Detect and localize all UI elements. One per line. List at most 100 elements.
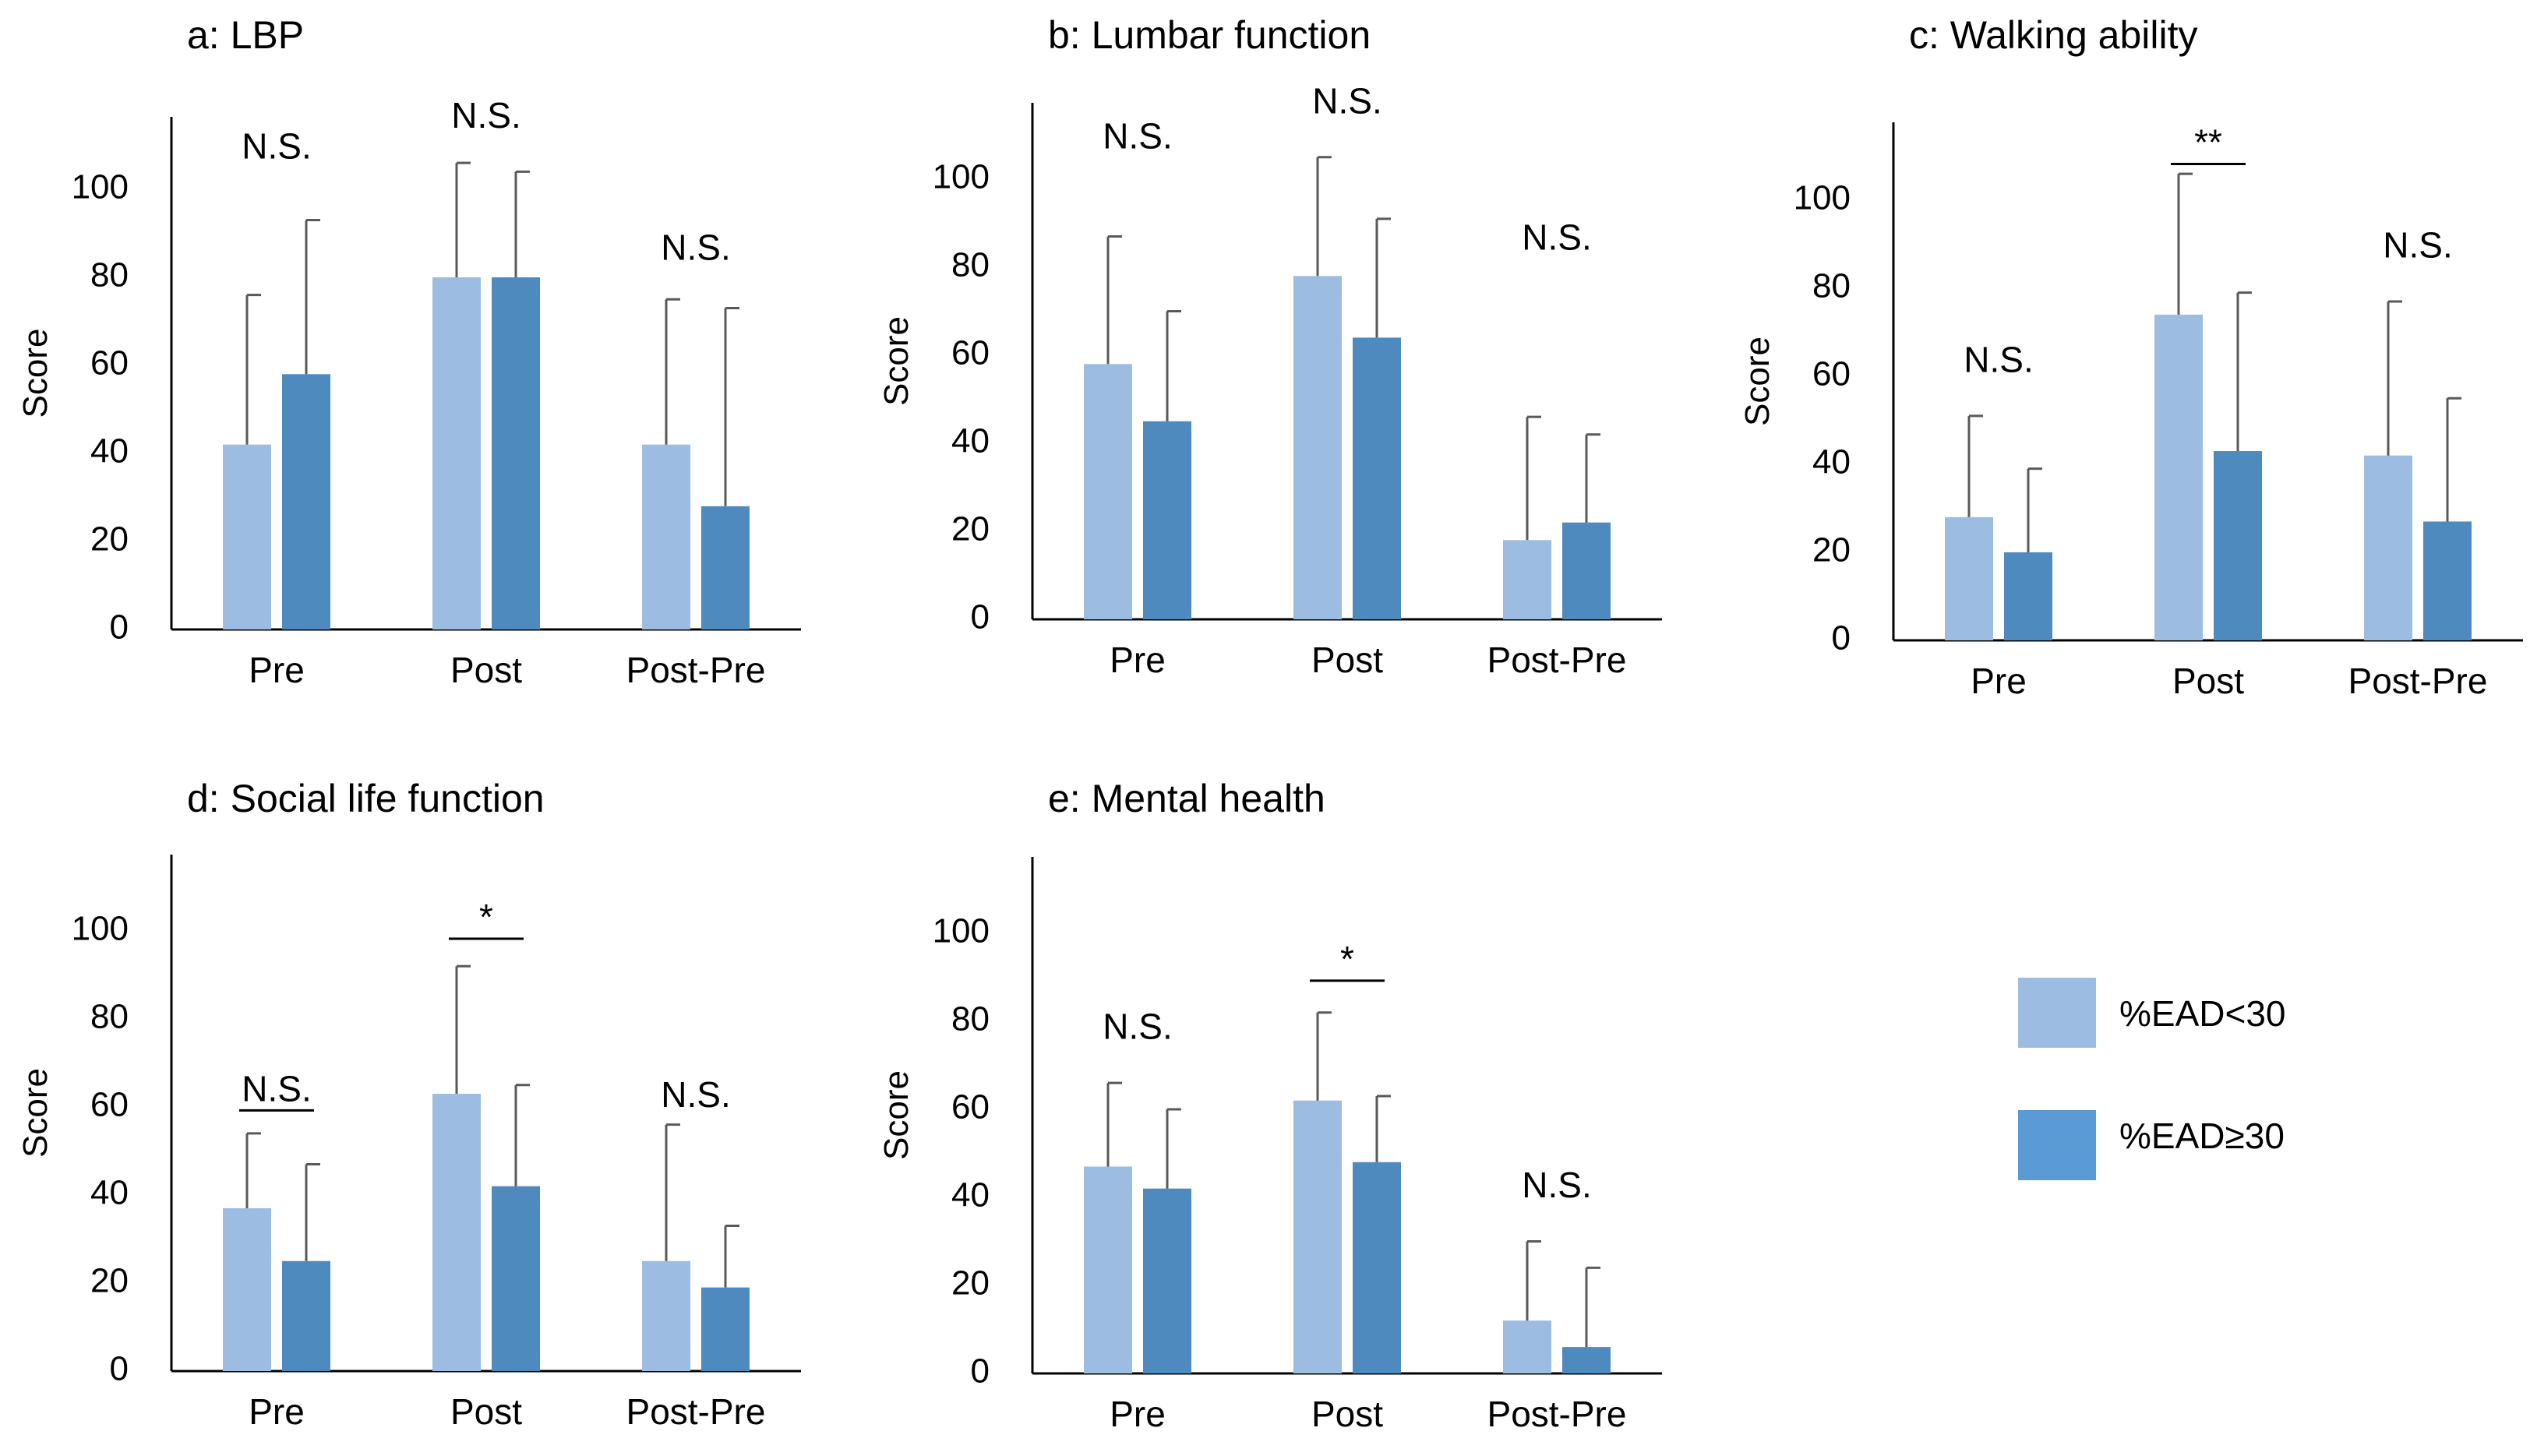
y-axis-label: Score [877, 1070, 916, 1160]
bar-ead-under-30 [223, 1207, 271, 1371]
bar-ead-30-or-more [1143, 421, 1191, 619]
bar-ead-under-30 [2154, 314, 2203, 640]
legend-label-ead-under-30: %EAD<30 [2119, 993, 2286, 1034]
y-tick-label: 60 [951, 334, 990, 372]
y-tick-label: 100 [72, 168, 129, 206]
significance-label: N.S. [1522, 217, 1591, 257]
y-tick-label: 40 [951, 422, 990, 460]
y-tick-label: 60 [90, 344, 129, 383]
y-tick-label: 0 [110, 608, 129, 647]
y-tick-label: 100 [933, 912, 990, 950]
significance-label: N.S. [242, 1068, 311, 1109]
chart-panel-e: e: Mental health Score 0 20 40 60 80 100 Pre Post… [877, 777, 1662, 1434]
y-tick-label: 20 [90, 520, 129, 559]
bar-ead-under-30 [1945, 516, 1993, 640]
y-tick-label: 40 [90, 432, 129, 471]
chart-panel-d: d: Social life function Score 0 20 40 60 80 100… [16, 777, 801, 1432]
x-tick-label: Post [2172, 661, 2244, 701]
y-tick-label: 60 [90, 1086, 129, 1124]
significance-label: N.S. [242, 125, 311, 166]
bar-ead-under-30 [1503, 540, 1551, 619]
chart-title: d: Social life function [187, 777, 545, 820]
y-tick-label: 100 [72, 910, 129, 948]
x-tick-label: Post [450, 650, 522, 690]
x-tick-label: Post-Pre [2348, 661, 2488, 701]
bar-ead-30-or-more [1143, 1188, 1191, 1373]
x-tick-label: Pre [249, 650, 305, 690]
x-tick-label: Post [450, 1391, 522, 1432]
bar-ead-under-30 [432, 1094, 481, 1371]
chart-panel-a: a: LBP Score 0 20 40 60 80 100 Pre Post Post-Pre N.… [16, 13, 801, 690]
bar-ead-30-or-more [492, 277, 540, 629]
y-axis-label: Score [1738, 337, 1777, 426]
bar-ead-30-or-more [1562, 522, 1611, 619]
y-tick-label: 20 [951, 1264, 990, 1303]
chart-panel-c: c: Walking ability Score 0 20 40 60 80 100 Pre Po… [1738, 13, 2523, 701]
y-tick-label: 80 [90, 256, 129, 294]
significance-label: N.S. [1964, 339, 2033, 379]
chart-title: b: Lumbar function [1048, 13, 1371, 57]
bar-ead-30-or-more [2423, 521, 2472, 640]
x-tick-label: Post-Pre [626, 650, 766, 690]
y-tick-label: 20 [951, 510, 990, 548]
y-tick-label: 80 [951, 246, 990, 284]
chart-title: c: Walking ability [1909, 13, 2197, 57]
bar-ead-under-30 [642, 444, 690, 629]
significance-label: N.S. [2383, 224, 2452, 265]
bar-ead-30-or-more [2004, 552, 2052, 640]
y-tick-label: 60 [951, 1088, 990, 1126]
significance-label: N.S. [1103, 115, 1172, 156]
x-tick-label: Post [1311, 640, 1383, 680]
bar-ead-30-or-more [1562, 1347, 1611, 1373]
bar-ead-30-or-more [701, 506, 750, 629]
y-tick-label: 40 [90, 1174, 129, 1212]
bar-ead-30-or-more [282, 374, 330, 629]
x-tick-label: Post-Pre [1487, 1394, 1627, 1434]
significance-label: N.S. [1312, 80, 1381, 121]
y-axis-label: Score [16, 329, 55, 418]
bar-ead-under-30 [1084, 364, 1132, 619]
y-tick-label: 0 [1832, 619, 1851, 657]
bar-ead-under-30 [1293, 1100, 1342, 1373]
y-tick-label: 40 [951, 1176, 990, 1215]
significance-label: N.S. [661, 1074, 730, 1115]
chart-title: a: LBP [187, 13, 304, 57]
legend-swatch-ead-30-or-more [2018, 1110, 2096, 1180]
x-tick-label: Pre [1110, 640, 1166, 680]
y-tick-label: 0 [110, 1350, 129, 1388]
x-tick-label: Post-Pre [1487, 640, 1627, 680]
bar-ead-under-30 [1503, 1320, 1551, 1373]
y-tick-label: 0 [971, 1352, 990, 1391]
significance-label: * [479, 897, 493, 937]
charts: a: LBP Score 0 20 40 60 80 100 Pre Post Post-Pre N.… [16, 13, 2523, 1434]
x-tick-label: Pre [249, 1391, 305, 1432]
x-tick-label: Post [1311, 1394, 1383, 1434]
chart-title: e: Mental health [1048, 777, 1325, 820]
legend: %EAD<30 %EAD≥30 [2018, 978, 2286, 1180]
y-tick-label: 80 [951, 1000, 990, 1038]
y-tick-label: 80 [1812, 267, 1851, 305]
significance-label: N.S. [451, 95, 520, 136]
significance-label: * [1340, 939, 1354, 979]
bar-ead-30-or-more [701, 1287, 750, 1371]
bar-ead-30-or-more [1353, 1162, 1401, 1373]
bar-ead-under-30 [2364, 455, 2412, 640]
x-tick-label: Pre [1971, 661, 2027, 701]
bar-ead-under-30 [642, 1260, 690, 1371]
significance-label: N.S. [1103, 1007, 1172, 1047]
y-tick-label: 40 [1812, 443, 1851, 481]
y-tick-label: 100 [1794, 179, 1851, 217]
legend-label-ead-30-or-more: %EAD≥30 [2119, 1116, 2285, 1156]
x-tick-label: Pre [1110, 1394, 1166, 1434]
y-tick-label: 0 [971, 598, 990, 636]
legend-swatch-ead-under-30 [2018, 978, 2096, 1048]
x-tick-label: Post-Pre [626, 1391, 766, 1432]
bar-ead-30-or-more [492, 1186, 540, 1371]
chart-panel-b: b: Lumbar function Score 0 20 40 60 80 100 Pre Po… [877, 13, 1662, 680]
bar-ead-30-or-more [1353, 337, 1401, 619]
bar-ead-under-30 [223, 444, 271, 629]
y-axis-label: Score [877, 316, 916, 406]
significance-label: N.S. [661, 227, 730, 267]
y-tick-label: 20 [90, 1262, 129, 1300]
